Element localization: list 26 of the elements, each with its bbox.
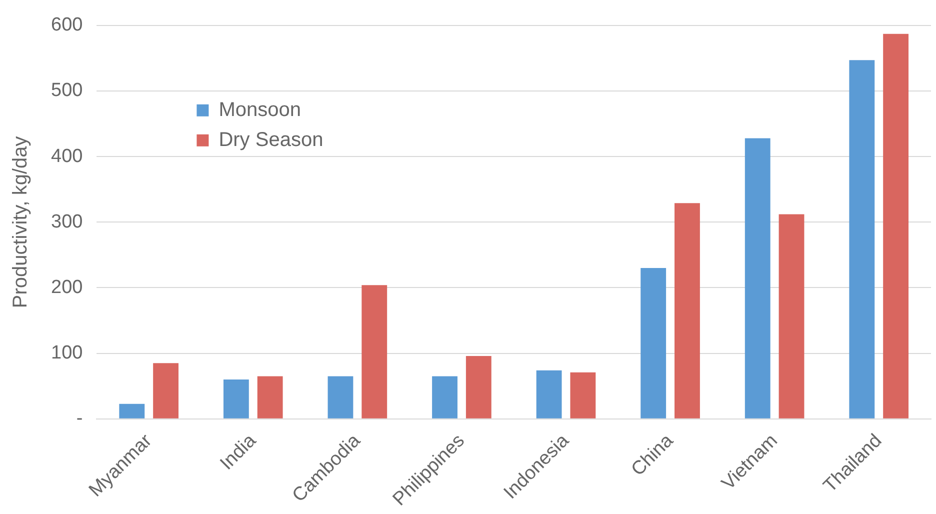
y-tick-label: 400 <box>51 146 83 167</box>
bar <box>362 285 388 418</box>
bar <box>257 376 283 418</box>
bar <box>432 376 458 418</box>
legend-label: Monsoon <box>218 98 301 121</box>
bar <box>223 380 249 418</box>
y-axis-title: Productivity, kg/day <box>10 136 32 308</box>
bar <box>153 363 178 418</box>
y-tick-label: 200 <box>51 276 83 298</box>
bar <box>744 138 770 418</box>
bar <box>466 356 492 418</box>
bar <box>119 404 145 418</box>
y-tick-label: - <box>76 408 83 430</box>
legend-label: Dry Season <box>218 128 324 151</box>
y-tick-label: 100 <box>51 342 83 364</box>
bar <box>883 34 909 418</box>
y-tick-label: 500 <box>51 80 83 102</box>
bar <box>674 203 700 418</box>
y-tick-label: 600 <box>51 14 83 36</box>
bar <box>570 372 596 418</box>
bar <box>536 370 562 418</box>
bar <box>778 214 804 418</box>
bar <box>849 60 875 418</box>
bar <box>328 376 354 418</box>
bar <box>640 268 666 418</box>
y-tick-label: 300 <box>51 211 83 232</box>
